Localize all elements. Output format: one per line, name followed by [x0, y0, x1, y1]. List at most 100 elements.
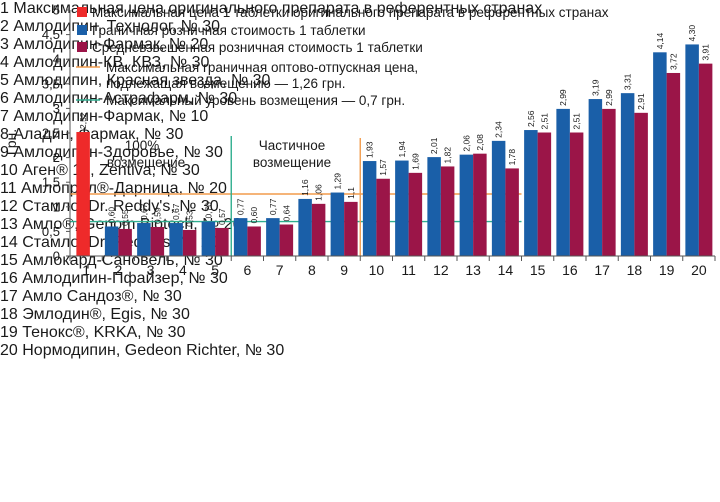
data-label: 0,60 — [249, 207, 259, 224]
data-label: 4,14 — [655, 32, 665, 49]
legend-label: Максимальная цена 1 таблетки оригинально… — [92, 5, 609, 20]
x-tick-label: 1 — [82, 262, 90, 278]
data-label: 1,1 — [346, 187, 356, 199]
data-label: 0,67 — [139, 203, 149, 220]
bar-weighted-retail — [569, 132, 584, 256]
bar-weighted-retail — [182, 229, 197, 256]
data-label: 2,91 — [636, 93, 646, 110]
bar-retail-cap — [491, 140, 506, 256]
data-label: 2,99 — [604, 89, 614, 106]
note-item: 19 Тенокс®, KRKA, № 30 — [0, 324, 186, 341]
bars: 2,520,60 0,55 0,67 0,59 0,67 0,530,70 0,570,77… — [76, 25, 713, 257]
y-tick-label: 3,5 — [42, 76, 60, 91]
axes: Грн.00,511,522,533,544,551 2 3 4 5 6 7 8 9 10 11 12… — [3, 3, 716, 278]
legend-label: Максимальный уровень возмещения — 0,7 гр… — [106, 93, 405, 108]
data-label: 2,52 — [78, 112, 88, 129]
note-item: 1 Максимальная цена оригинального препар… — [0, 0, 543, 17]
bar-weighted-retail — [118, 228, 132, 256]
zone-label: возмещение — [107, 155, 185, 170]
bar-retail-cap — [137, 223, 151, 256]
notes-column-1: 1 Максимальная цена оригинального препар… — [0, 0, 720, 198]
legend-swatch — [77, 42, 87, 52]
note-item: 12 Стамло, Dr. Reddy's, № 30 — [0, 198, 219, 215]
note-item: 20 Нормодипин, Gedeon Richter, № 30 — [0, 342, 285, 359]
data-label: 1,69 — [410, 153, 420, 170]
bar-weighted-retail — [634, 112, 648, 256]
data-label: 1,78 — [507, 149, 517, 166]
bar-weighted-retail — [440, 166, 455, 256]
zone-label: возмещение — [253, 155, 331, 170]
bar-weighted-retail — [311, 203, 326, 256]
data-label: 2,34 — [494, 121, 504, 138]
x-tick-label: 8 — [308, 262, 316, 278]
y-tick-label: 0 — [53, 249, 60, 264]
bar-weighted-retail — [473, 153, 487, 256]
x-tick-label: 6 — [243, 262, 251, 278]
data-label: 0,67 — [171, 203, 181, 220]
data-label: 2,06 — [461, 135, 471, 152]
y-tick-label: 2 — [53, 150, 60, 165]
data-label: 2,56 — [526, 110, 536, 127]
bar-retail-cap — [524, 130, 538, 256]
data-label: 0,64 — [281, 205, 291, 222]
legend-label: Максимальная граничная оптово-отпускная … — [106, 60, 418, 75]
bar-weighted-retail — [505, 168, 519, 256]
bar-weighted-retail — [279, 224, 294, 256]
bar-retail-cap — [395, 160, 409, 256]
x-tick-label: 7 — [276, 262, 284, 278]
bar-weighted-retail — [408, 172, 423, 256]
data-label: 1,93 — [365, 141, 375, 158]
bar-weighted-retail — [247, 226, 261, 256]
x-tick-label: 2 — [114, 262, 122, 278]
data-label: 1,16 — [300, 179, 310, 196]
note-item: 11 Амлоприл®-Дарница, № 20 — [0, 180, 227, 197]
bar-retail-cap — [201, 221, 216, 256]
bar-retail-cap — [653, 52, 667, 257]
bar-weighted-retail — [537, 132, 552, 256]
note-item: 2 Амлодипин, Технолог, № 30 — [0, 18, 221, 35]
note-item: 4 Амлодипин-КВ, КВЗ, № 30 — [0, 54, 210, 71]
data-label: 0,60 — [107, 207, 117, 224]
bar-original-price — [76, 132, 90, 256]
bar-weighted-retail — [602, 108, 616, 256]
x-tick-label: 16 — [562, 262, 578, 278]
note-item: 6 Амлодипин-Астрафарм, № 30 — [0, 90, 238, 107]
legend-swatch — [77, 25, 87, 35]
note-item: 7 Амлодипин-Фармак, № 10 — [0, 108, 209, 125]
x-tick-label: 15 — [530, 262, 546, 278]
bar-retail-cap — [330, 192, 345, 256]
data-label: 2,01 — [429, 137, 439, 154]
y-tick-label: 3 — [53, 101, 60, 116]
bar-weighted-retail — [698, 63, 713, 257]
x-tick-label: 5 — [211, 262, 219, 278]
data-label: 0,59 — [152, 207, 162, 224]
bar-retail-cap — [233, 218, 248, 256]
bar-weighted-retail — [376, 178, 390, 256]
x-tick-label: 20 — [691, 262, 707, 278]
bar-weighted-retail — [666, 72, 681, 256]
data-label: 0,70 — [203, 202, 213, 219]
note-item: 17 Амло Сандоз®, № 30 — [0, 288, 182, 305]
data-label: 1,06 — [314, 184, 324, 201]
x-tick-label: 10 — [369, 262, 385, 278]
y-tick-label: 0,5 — [42, 224, 60, 239]
bar-retail-cap — [556, 108, 570, 256]
note-item: 3 Амлодипин-Фармак, № 20 — [0, 36, 209, 53]
bar-weighted-retail — [215, 227, 229, 256]
legend-label: Граничная розничная стоимость 1 таблетки — [92, 23, 366, 38]
data-label: 1,29 — [332, 173, 342, 190]
x-tick-label: 18 — [627, 262, 643, 278]
x-tick-label: 13 — [465, 262, 481, 278]
legend: Максимальная цена 1 таблетки оригинально… — [76, 5, 609, 108]
y-tick-label: 1 — [53, 199, 60, 214]
bar-retail-cap — [427, 157, 441, 256]
bar-retail-cap — [169, 223, 183, 256]
zone-labels: 100% возмещение Частичное возмещение — [107, 138, 331, 170]
bar-retail-cap — [459, 154, 474, 256]
bar-retail-cap — [266, 218, 280, 256]
bar-retail-cap — [362, 161, 377, 256]
x-tick-label: 19 — [659, 262, 675, 278]
data-label: 3,19 — [590, 79, 600, 96]
x-tick-label: 12 — [433, 262, 449, 278]
data-label: 3,31 — [623, 73, 633, 90]
